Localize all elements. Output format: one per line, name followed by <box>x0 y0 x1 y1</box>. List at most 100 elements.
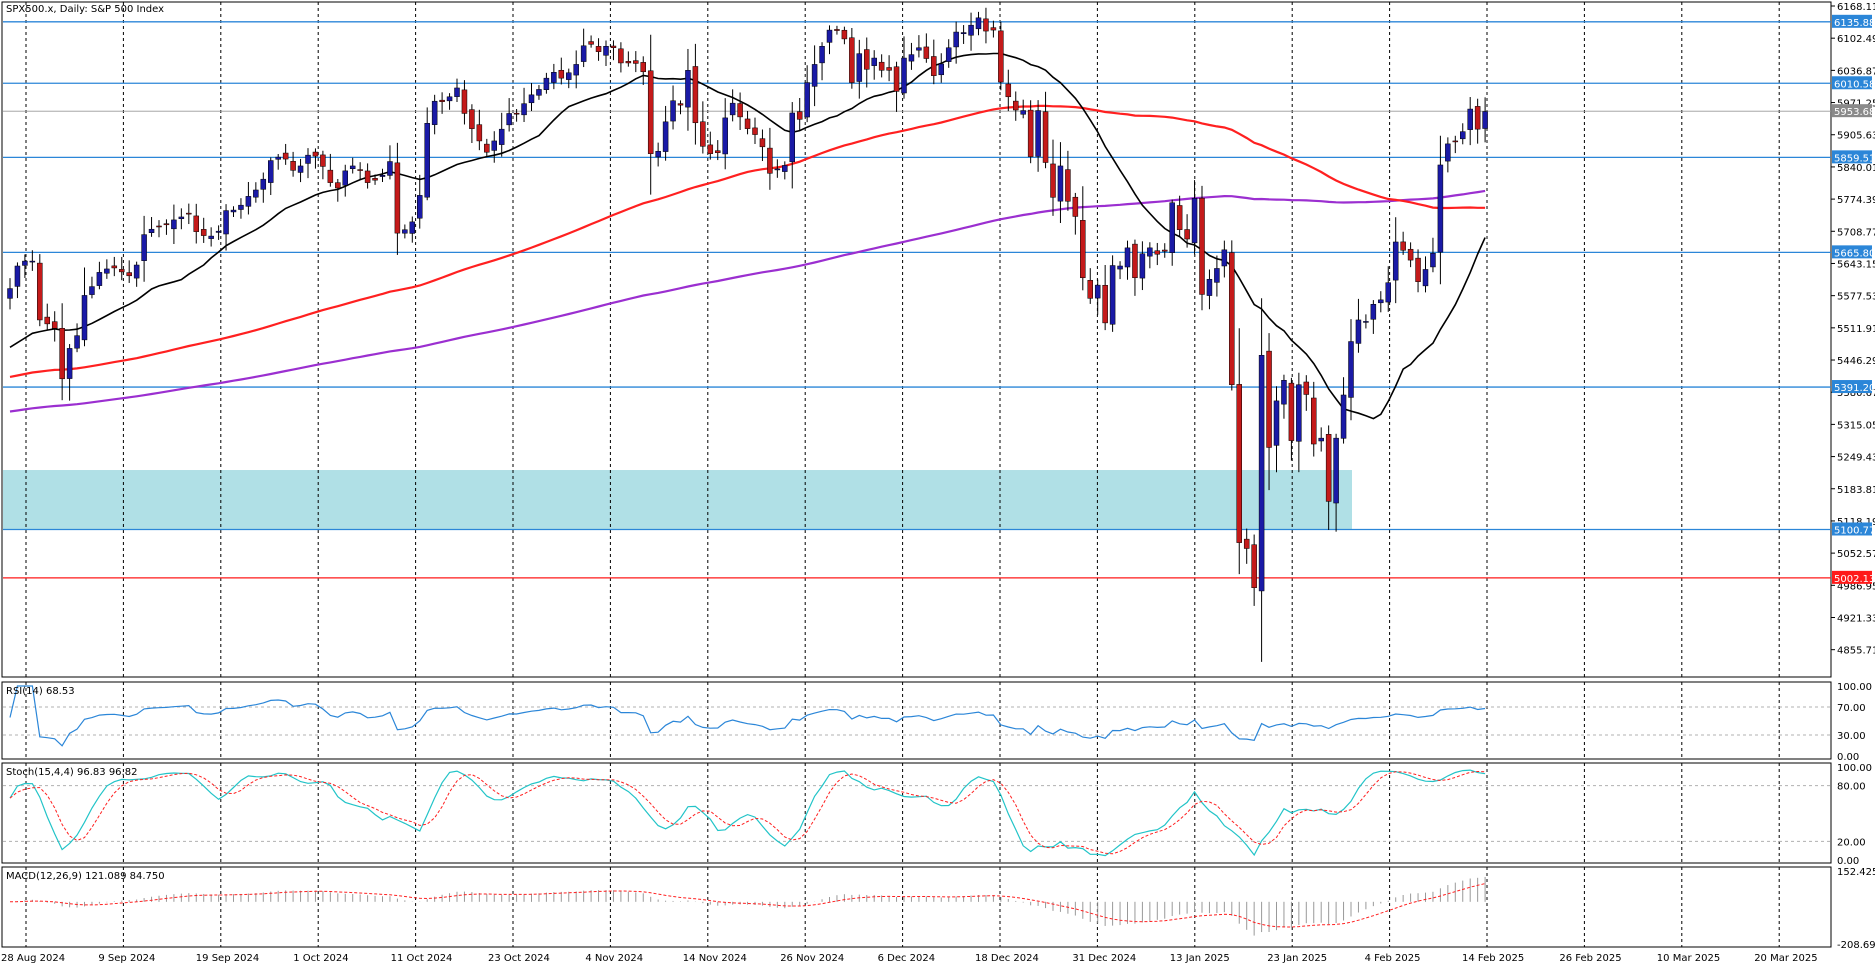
candle <box>1102 264 1108 331</box>
candle <box>1400 231 1406 255</box>
price-tick-label: 6102.49 <box>1837 34 1875 45</box>
candle <box>1318 427 1324 452</box>
candle-body <box>431 100 438 125</box>
candle-body <box>983 18 989 32</box>
candle <box>1013 91 1019 121</box>
candle-body <box>66 348 73 379</box>
candle-body <box>1057 165 1064 202</box>
candle <box>789 102 795 189</box>
candle-body <box>1013 100 1019 111</box>
candle <box>178 208 185 230</box>
candle <box>484 138 490 157</box>
candle-body <box>245 196 252 207</box>
candle <box>513 108 520 122</box>
candle-body <box>662 121 669 152</box>
candle-body <box>1251 544 1257 588</box>
price-axis: 6168.11 6102.49 6036.87 5971.25 5905.63 5840.… <box>1831 2 1875 657</box>
time-tick-label: 6 Dec 2024 <box>878 953 936 964</box>
candle <box>364 163 371 189</box>
candle-body <box>349 165 356 169</box>
level-tag <box>1832 150 1872 164</box>
candle-body <box>715 150 721 153</box>
price-tick-label: 5183.81 <box>1837 485 1875 496</box>
candle-body <box>521 103 527 116</box>
stochastic-indicator: 100.00 80.00 20.00 0.00 <box>3 763 1872 867</box>
candle <box>238 198 244 219</box>
candle-body <box>1199 197 1205 295</box>
candle-body <box>1080 220 1086 279</box>
time-tick-label: 14 Feb 2025 <box>1462 953 1524 964</box>
candle <box>44 303 50 331</box>
rsi-line <box>9 685 1486 747</box>
candle-body <box>290 161 296 171</box>
candle <box>476 109 483 151</box>
candle <box>454 78 460 103</box>
stoch-signal-line <box>9 770 1486 855</box>
macd-label: MACD(12,26,9) 121.089 84.750 <box>6 871 165 882</box>
candle-body <box>998 30 1004 83</box>
candle-body <box>886 67 892 71</box>
candle-body <box>178 216 185 220</box>
candle <box>148 217 155 237</box>
price-tick-label: 5643.15 <box>1837 259 1875 270</box>
time-tick-label: 11 Oct 2024 <box>391 953 453 964</box>
candle <box>588 35 594 48</box>
candle <box>1333 433 1339 532</box>
candle <box>1042 91 1049 169</box>
candle-body <box>275 156 281 160</box>
candle-body <box>186 212 192 215</box>
candle-body <box>633 60 639 64</box>
candle <box>81 267 88 347</box>
candle <box>424 107 430 201</box>
candle-body <box>223 210 229 235</box>
candle <box>7 278 13 310</box>
candle <box>871 50 877 80</box>
candle-body <box>238 204 244 210</box>
candle-body <box>1236 384 1242 543</box>
candle-body <box>37 262 43 321</box>
candle <box>752 117 758 144</box>
candle <box>1348 319 1354 421</box>
candle-body <box>417 195 423 219</box>
ma-mid-line <box>9 104 1486 378</box>
candle-body <box>1087 280 1093 299</box>
candle <box>1370 300 1377 334</box>
price-tick-label: 5446.29 <box>1837 356 1875 367</box>
candle <box>945 39 952 68</box>
candle <box>960 25 967 44</box>
candle <box>864 37 870 88</box>
candle <box>908 42 915 70</box>
level-tag <box>1832 14 1872 28</box>
stoch-tick-label: 80.00 <box>1837 782 1866 793</box>
candle-body <box>439 99 445 102</box>
candle <box>573 50 579 89</box>
ma-slow-line <box>9 189 1486 413</box>
candle <box>1437 135 1444 285</box>
candle-body <box>1042 111 1049 163</box>
candle <box>878 54 885 78</box>
candle <box>1415 249 1421 293</box>
candle-body <box>282 152 289 160</box>
candle <box>335 178 341 202</box>
candle <box>268 157 274 196</box>
rsi-label: RSI(14) 68.53 <box>6 686 75 697</box>
candle-body <box>588 41 594 45</box>
candle <box>1065 150 1071 211</box>
candle <box>1273 386 1280 473</box>
candle <box>320 150 326 180</box>
candle <box>729 89 736 122</box>
stoch-main-line <box>9 769 1486 857</box>
candle <box>1117 261 1123 280</box>
price-tick-label: 4986.95 <box>1837 581 1875 592</box>
candle <box>640 56 646 85</box>
level-tag <box>1832 76 1872 90</box>
price-tick-label: 5840.01 <box>1837 163 1875 174</box>
candle <box>558 57 565 85</box>
candle <box>811 45 818 107</box>
candle-body <box>752 127 758 135</box>
candle-body <box>215 230 222 233</box>
candle <box>1474 98 1481 144</box>
candle-body <box>1266 350 1272 448</box>
